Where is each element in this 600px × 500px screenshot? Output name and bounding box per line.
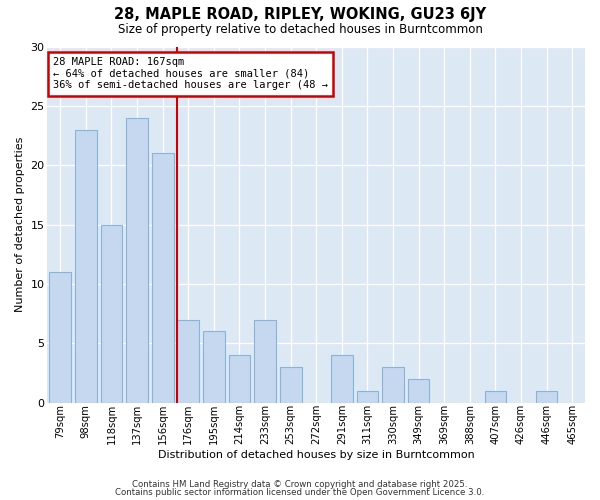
Bar (203, 332, 225, 402)
Bar (49, 272, 71, 402)
Bar (485, 391, 506, 402)
Bar (536, 391, 557, 402)
Bar (382, 367, 404, 402)
Bar (75, 130, 97, 402)
Bar (126, 118, 148, 403)
X-axis label: Distribution of detached houses by size in Burntcommon: Distribution of detached houses by size … (158, 450, 475, 460)
Bar (229, 355, 250, 403)
Bar (356, 391, 379, 402)
Text: 28, MAPLE ROAD, RIPLEY, WOKING, GU23 6JY: 28, MAPLE ROAD, RIPLEY, WOKING, GU23 6JY (114, 8, 486, 22)
Bar (408, 379, 430, 402)
Bar (331, 355, 353, 403)
Bar (101, 224, 122, 402)
Text: 28 MAPLE ROAD: 167sqm
← 64% of detached houses are smaller (84)
36% of semi-deta: 28 MAPLE ROAD: 167sqm ← 64% of detached … (53, 57, 328, 90)
Bar (152, 154, 173, 402)
Bar (178, 320, 199, 402)
Text: Contains HM Land Registry data © Crown copyright and database right 2025.: Contains HM Land Registry data © Crown c… (132, 480, 468, 489)
Text: Contains public sector information licensed under the Open Government Licence 3.: Contains public sector information licen… (115, 488, 485, 497)
Bar (280, 367, 302, 402)
Text: Size of property relative to detached houses in Burntcommon: Size of property relative to detached ho… (118, 22, 482, 36)
Y-axis label: Number of detached properties: Number of detached properties (15, 137, 25, 312)
Bar (254, 320, 276, 402)
